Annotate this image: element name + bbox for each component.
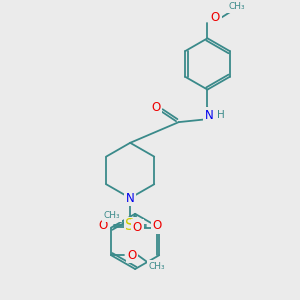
Text: O: O [133,221,142,234]
Text: N: N [205,109,214,122]
Text: N: N [126,191,135,205]
Text: CH₃: CH₃ [229,2,245,11]
Text: O: O [151,101,160,114]
Text: CH₃: CH₃ [103,211,120,220]
Text: H: H [218,110,225,120]
Text: O: O [152,219,162,232]
Text: CH₃: CH₃ [148,262,165,271]
Text: O: O [211,11,220,24]
Text: S: S [125,218,135,233]
Text: O: O [99,219,108,232]
Text: O: O [127,249,136,262]
